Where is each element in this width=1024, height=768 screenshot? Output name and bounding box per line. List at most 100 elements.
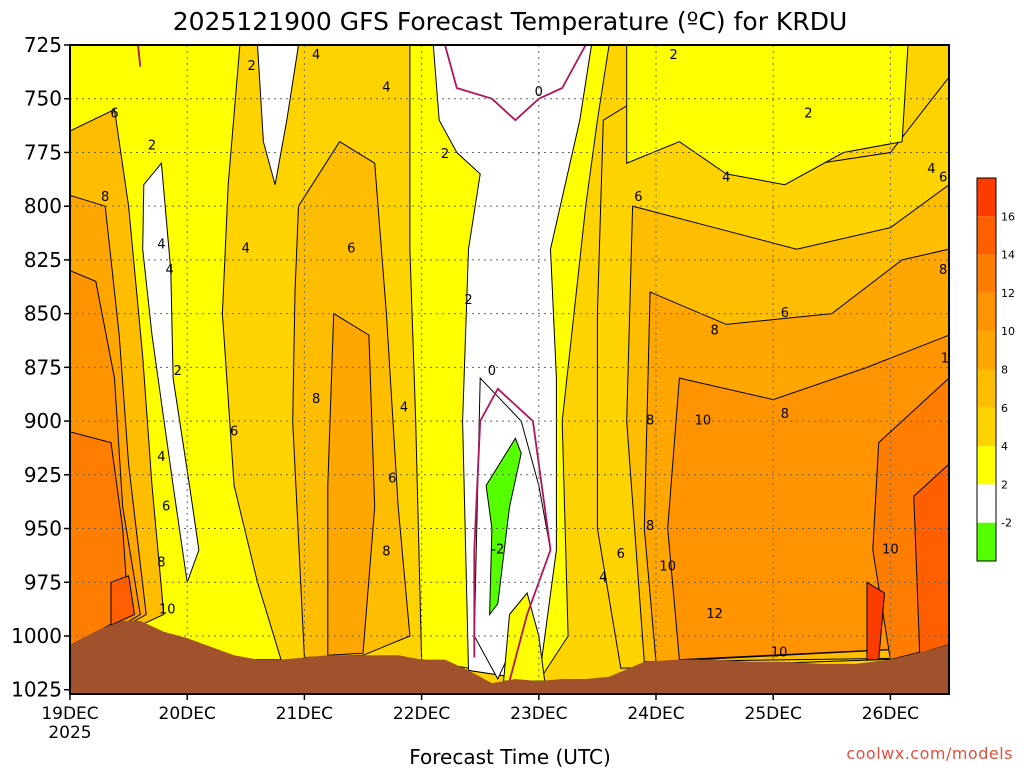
- contour-label: 8: [646, 414, 654, 429]
- contour-label: 6: [388, 472, 396, 487]
- band-0to2-early: [142, 161, 200, 583]
- contour-label: 10: [159, 603, 176, 618]
- contour-label: 2: [464, 293, 472, 308]
- band-8to10-day2: [327, 312, 376, 656]
- x-tick-label: 24DEC: [627, 704, 684, 724]
- y-tick-label: 875: [24, 355, 62, 379]
- contour-label: 4: [382, 81, 390, 96]
- band-cold-pocket: [485, 437, 522, 617]
- y-tick-label: 900: [24, 409, 62, 433]
- contour-label: 6: [230, 424, 238, 439]
- contour-label: 8: [157, 555, 165, 570]
- contour-label: 6: [781, 306, 789, 321]
- colorbar-swatch: [977, 216, 996, 255]
- contour-label: 2: [174, 364, 182, 379]
- contour-label: 10: [659, 560, 676, 575]
- colorbar-tick-label: 16: [1001, 210, 1015, 223]
- colorbar-tick-label: 10: [1001, 325, 1015, 338]
- x-tick-label: 25DEC: [745, 704, 802, 724]
- colorbar-swatch: [977, 446, 996, 485]
- contour-label: 14: [952, 474, 969, 489]
- contour-label: 4: [157, 237, 165, 252]
- contour-label: 12: [952, 401, 969, 416]
- colorbar-tick-label: 2: [1001, 478, 1008, 491]
- y-tick-label: 1000: [11, 624, 62, 648]
- contour-label: 6: [110, 106, 118, 121]
- colorbar-swatch: [977, 484, 996, 523]
- x-tick-label: 19DEC: [41, 704, 98, 724]
- y-tick-label: 725: [24, 33, 62, 57]
- y-tick-label: 975: [24, 570, 62, 594]
- x-tick-label: 23DEC: [510, 704, 567, 724]
- contour-label: 10: [941, 351, 958, 366]
- x-tick-label: 26DEC: [862, 704, 919, 724]
- contour-label: 8: [382, 545, 390, 560]
- colorbar-swatch: [977, 407, 996, 447]
- colorbar-tick-label: 12: [1001, 287, 1015, 300]
- contour-label: 4: [312, 48, 320, 63]
- colorbar-swatch: [977, 369, 996, 408]
- colorbar-frame: [976, 177, 997, 562]
- colorbar-swatch: [977, 254, 996, 293]
- terrain-surface: [70, 620, 949, 694]
- contour-label: 4: [400, 401, 408, 416]
- x-tick-label: 21DEC: [276, 704, 333, 724]
- y-tick-label: 925: [24, 463, 62, 487]
- colorbar-tick-label: 4: [1001, 440, 1008, 453]
- x-axis-label: Forecast Time (UTC): [409, 745, 611, 768]
- contour-label: 6: [634, 190, 642, 205]
- contour-label: 10: [882, 543, 899, 558]
- y-tick-label: 750: [24, 87, 62, 111]
- y-tick-label: 950: [24, 517, 62, 541]
- zero-contour-top-left: [137, 45, 142, 67]
- band-14to16-late: [913, 463, 949, 654]
- contour-label: 2: [248, 59, 256, 74]
- contour-label: 10: [695, 414, 712, 429]
- contour-label: 6: [939, 171, 947, 186]
- colorbar-tick-label: -2: [1001, 517, 1012, 530]
- y-tick-label: 775: [24, 140, 62, 164]
- contour-label: 8: [101, 190, 109, 205]
- chart-title: 2025121900 GFS Forecast Temperature (ºC)…: [173, 7, 848, 36]
- x-tick-label: 20DEC: [159, 704, 216, 724]
- contour-label: 4: [157, 450, 165, 465]
- x-tick-label: 22DEC: [393, 704, 450, 724]
- contour-label: 0: [535, 85, 543, 100]
- contour-label: 4: [722, 171, 730, 186]
- zero-contour-upper: [444, 45, 587, 122]
- x-tick-year: 2025: [48, 723, 91, 743]
- contour-label: 12: [706, 607, 723, 622]
- contour-label: 10: [771, 646, 788, 661]
- contour-label: 8: [312, 392, 320, 407]
- contour-label: 4: [927, 162, 935, 177]
- colorbar-swatch: [977, 522, 996, 561]
- band-14to16-early: [110, 575, 136, 626]
- contour-label: -2: [491, 543, 504, 558]
- colorbar: 16 14 12 10 8 6 4 2 -2: [976, 177, 1015, 562]
- contour-label: 6: [617, 547, 625, 562]
- contour-label: 8: [781, 407, 789, 422]
- colorbar-swatch: [977, 178, 996, 217]
- y-axis: 725 750 775 800 825 850 875 900 925 950 975 1000 102…: [11, 33, 70, 702]
- y-tick-label: 1025: [11, 678, 62, 702]
- contour-label: 2: [804, 106, 812, 121]
- contour-label: 2: [441, 147, 449, 162]
- plot-frame: [69, 44, 950, 695]
- y-tick-label: 825: [24, 248, 62, 272]
- credit-link[interactable]: coolwx.com/models: [846, 744, 1013, 763]
- contour-label: 4: [242, 242, 250, 257]
- colorbar-tick-label: 6: [1001, 402, 1008, 415]
- band-2to4-late-upper: [626, 45, 909, 186]
- colorbar-swatch: [977, 331, 996, 370]
- contour-label: 0: [488, 364, 496, 379]
- contour-label: 4: [599, 571, 607, 586]
- contour-label: 4: [165, 263, 173, 278]
- contour-label: 6: [347, 242, 355, 257]
- band-16to18-late: [866, 581, 886, 661]
- contour-label: 8: [646, 519, 654, 534]
- y-tick-label: 850: [24, 302, 62, 326]
- y-tick-label: 800: [24, 194, 62, 218]
- band-2to4-surface-23dec: [503, 591, 546, 682]
